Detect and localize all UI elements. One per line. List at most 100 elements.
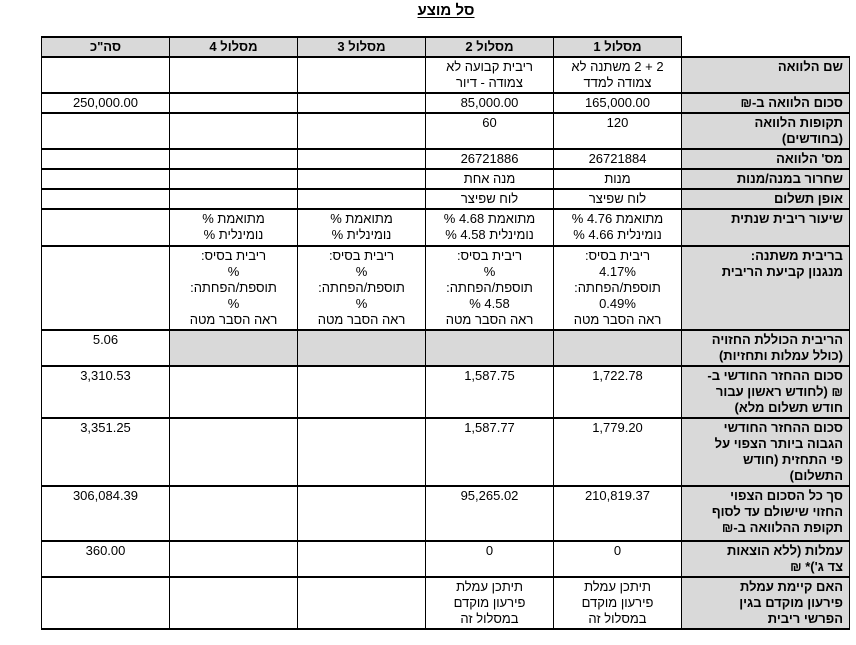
cell-total <box>41 245 170 331</box>
cell-track-3 <box>297 112 426 150</box>
table-row: סכום ההחזר החודשי הגבוה ביותר הצפוי על פ… <box>41 417 850 487</box>
cell-track-3 <box>297 576 426 630</box>
cell-track-4 <box>169 485 298 542</box>
cell-track-1: 120 <box>553 112 682 150</box>
cell-track-2: ריבית בסיס: % תוספת/הפחתה: 4.58 % ראה הס… <box>425 245 554 331</box>
cell-track-2: תיתכן עמלת פירעון מוקדם במסלול זה <box>425 576 554 630</box>
column-header-track-2: מסלול 2 <box>425 36 554 58</box>
cell-track-3 <box>297 417 426 487</box>
cell-track-3 <box>297 188 426 210</box>
cell-track-4: ריבית בסיס: % תוספת/הפחתה: % ראה הסבר מט… <box>169 245 298 331</box>
table-container: מסלול 1 מסלול 2 מסלול 3 מסלול 4 סה"כ שם הלוו… <box>41 36 850 630</box>
cell-total: 306,084.39 <box>41 485 170 542</box>
cell-total: 5.06 <box>41 329 170 367</box>
row-label: אופן תשלום <box>681 188 850 210</box>
cell-total <box>41 112 170 150</box>
row-label: שם הלוואה <box>681 56 850 94</box>
table-row: שחרור במנה/מנות מנות מנה אחת <box>41 168 850 190</box>
cell-track-1: ריבית בסיס: 4.17% תוספת/הפחתה: 0.49% ראה… <box>553 245 682 331</box>
cell-track-2: לוח שפיצר <box>425 188 554 210</box>
table-row: עמלות (ללא הוצאות צד ג')* ₪ 0 0 360.00 <box>41 540 850 578</box>
table-row: סכום ההחזר החודשי ב- ₪ (לחודש ראשון עבור… <box>41 365 850 419</box>
row-label: מס' הלוואה <box>681 148 850 170</box>
cell-track-2: 26721886 <box>425 148 554 170</box>
row-label: תקופות הלוואה (בחודשים) <box>681 112 850 150</box>
cell-track-4 <box>169 92 298 114</box>
table-row: שיעור ריבית שנתית מתואמת 4.76 % נומינלית … <box>41 208 850 247</box>
cell-track-3 <box>297 168 426 190</box>
cell-track-1: תיתכן עמלת פירעון מוקדם במסלול זה <box>553 576 682 630</box>
cell-total: 250,000.00 <box>41 92 170 114</box>
table-row: בריבית משתנה: מנגנון קביעת הריבית ריבית ב… <box>41 245 850 331</box>
column-header-total: סה"כ <box>41 36 170 58</box>
cell-total <box>41 576 170 630</box>
cell-total: 3,351.25 <box>41 417 170 487</box>
table-row: שם הלוואה 2 + 2 משתנה לא צמודה למדד ריבית … <box>41 56 850 94</box>
cell-track-1: 0 <box>553 540 682 578</box>
cell-track-2: 0 <box>425 540 554 578</box>
cell-track-3 <box>297 148 426 170</box>
loan-comparison-table: מסלול 1 מסלול 2 מסלול 3 מסלול 4 סה"כ שם הלוו… <box>41 36 850 630</box>
cell-track-2: מתואמת 4.68 % נומינלית 4.58 % <box>425 208 554 247</box>
cell-track-1: 2 + 2 משתנה לא צמודה למדד <box>553 56 682 94</box>
column-header-track-4: מסלול 4 <box>169 36 298 58</box>
cell-track-4 <box>169 576 298 630</box>
title-container: סל מוצע <box>42 2 850 20</box>
table-row: מס' הלוואה 26721884 26721886 <box>41 148 850 170</box>
cell-total <box>41 208 170 247</box>
cell-track-2: 85,000.00 <box>425 92 554 114</box>
cell-track-1: 165,000.00 <box>553 92 682 114</box>
cell-total: 3,310.53 <box>41 365 170 419</box>
cell-track-1: 26721884 <box>553 148 682 170</box>
cell-total <box>41 56 170 94</box>
cell-track-4 <box>169 329 298 367</box>
cell-track-4 <box>169 540 298 578</box>
table-row: תקופות הלוואה (בחודשים) 120 60 <box>41 112 850 150</box>
row-label: הריבית הכוללת החזויה (כולל עמלות ותחזיות… <box>681 329 850 367</box>
column-header-track-1: מסלול 1 <box>553 36 682 58</box>
cell-track-2: 60 <box>425 112 554 150</box>
row-label: שחרור במנה/מנות <box>681 168 850 190</box>
cell-track-4: מתואמת % נומינלית % <box>169 208 298 247</box>
cell-track-3 <box>297 329 426 367</box>
row-label: בריבית משתנה: מנגנון קביעת הריבית <box>681 245 850 331</box>
cell-total: 360.00 <box>41 540 170 578</box>
page-title: סל מוצע <box>417 2 475 19</box>
row-label: עמלות (ללא הוצאות צד ג')* ₪ <box>681 540 850 578</box>
cell-track-2: 1,587.77 <box>425 417 554 487</box>
cell-track-3 <box>297 56 426 94</box>
cell-track-3: מתואמת % נומינלית % <box>297 208 426 247</box>
column-header-track-3: מסלול 3 <box>297 36 426 58</box>
cell-track-4 <box>169 188 298 210</box>
row-label: שיעור ריבית שנתית <box>681 208 850 247</box>
row-label: סך כל הסכום הצפוי החזוי שישולם עד לסוף ת… <box>681 485 850 542</box>
table-row: סך כל הסכום הצפוי החזוי שישולם עד לסוף ת… <box>41 485 850 542</box>
cell-track-2: מנה אחת <box>425 168 554 190</box>
cell-track-4 <box>169 365 298 419</box>
cell-track-1: 1,779.20 <box>553 417 682 487</box>
cell-track-1: 1,722.78 <box>553 365 682 419</box>
cell-track-2: 95,265.02 <box>425 485 554 542</box>
cell-track-1: 210,819.37 <box>553 485 682 542</box>
cell-track-4 <box>169 168 298 190</box>
row-label: סכום ההחזר החודשי ב- ₪ (לחודש ראשון עבור… <box>681 365 850 419</box>
header-empty-cell <box>682 37 850 57</box>
cell-track-3 <box>297 485 426 542</box>
cell-total <box>41 188 170 210</box>
row-label: האם קיימת עמלת פירעון מוקדם בגין הפרשי ר… <box>681 576 850 630</box>
table-header-row: מסלול 1 מסלול 2 מסלול 3 מסלול 4 סה"כ <box>41 36 850 58</box>
table-row: האם קיימת עמלת פירעון מוקדם בגין הפרשי ר… <box>41 576 850 630</box>
cell-track-1 <box>553 329 682 367</box>
table-row: סכום הלוואה ב-₪ 165,000.00 85,000.00 250,00… <box>41 92 850 114</box>
cell-track-1: מנות <box>553 168 682 190</box>
cell-track-2: 1,587.75 <box>425 365 554 419</box>
cell-track-1: מתואמת 4.76 % נומינלית 4.66 % <box>553 208 682 247</box>
cell-total <box>41 168 170 190</box>
cell-track-3: ריבית בסיס: % תוספת/הפחתה: % ראה הסבר מט… <box>297 245 426 331</box>
cell-track-1: לוח שפיצר <box>553 188 682 210</box>
cell-track-4 <box>169 112 298 150</box>
row-label: סכום ההחזר החודשי הגבוה ביותר הצפוי על פ… <box>681 417 850 487</box>
cell-track-4 <box>169 56 298 94</box>
cell-total <box>41 148 170 170</box>
